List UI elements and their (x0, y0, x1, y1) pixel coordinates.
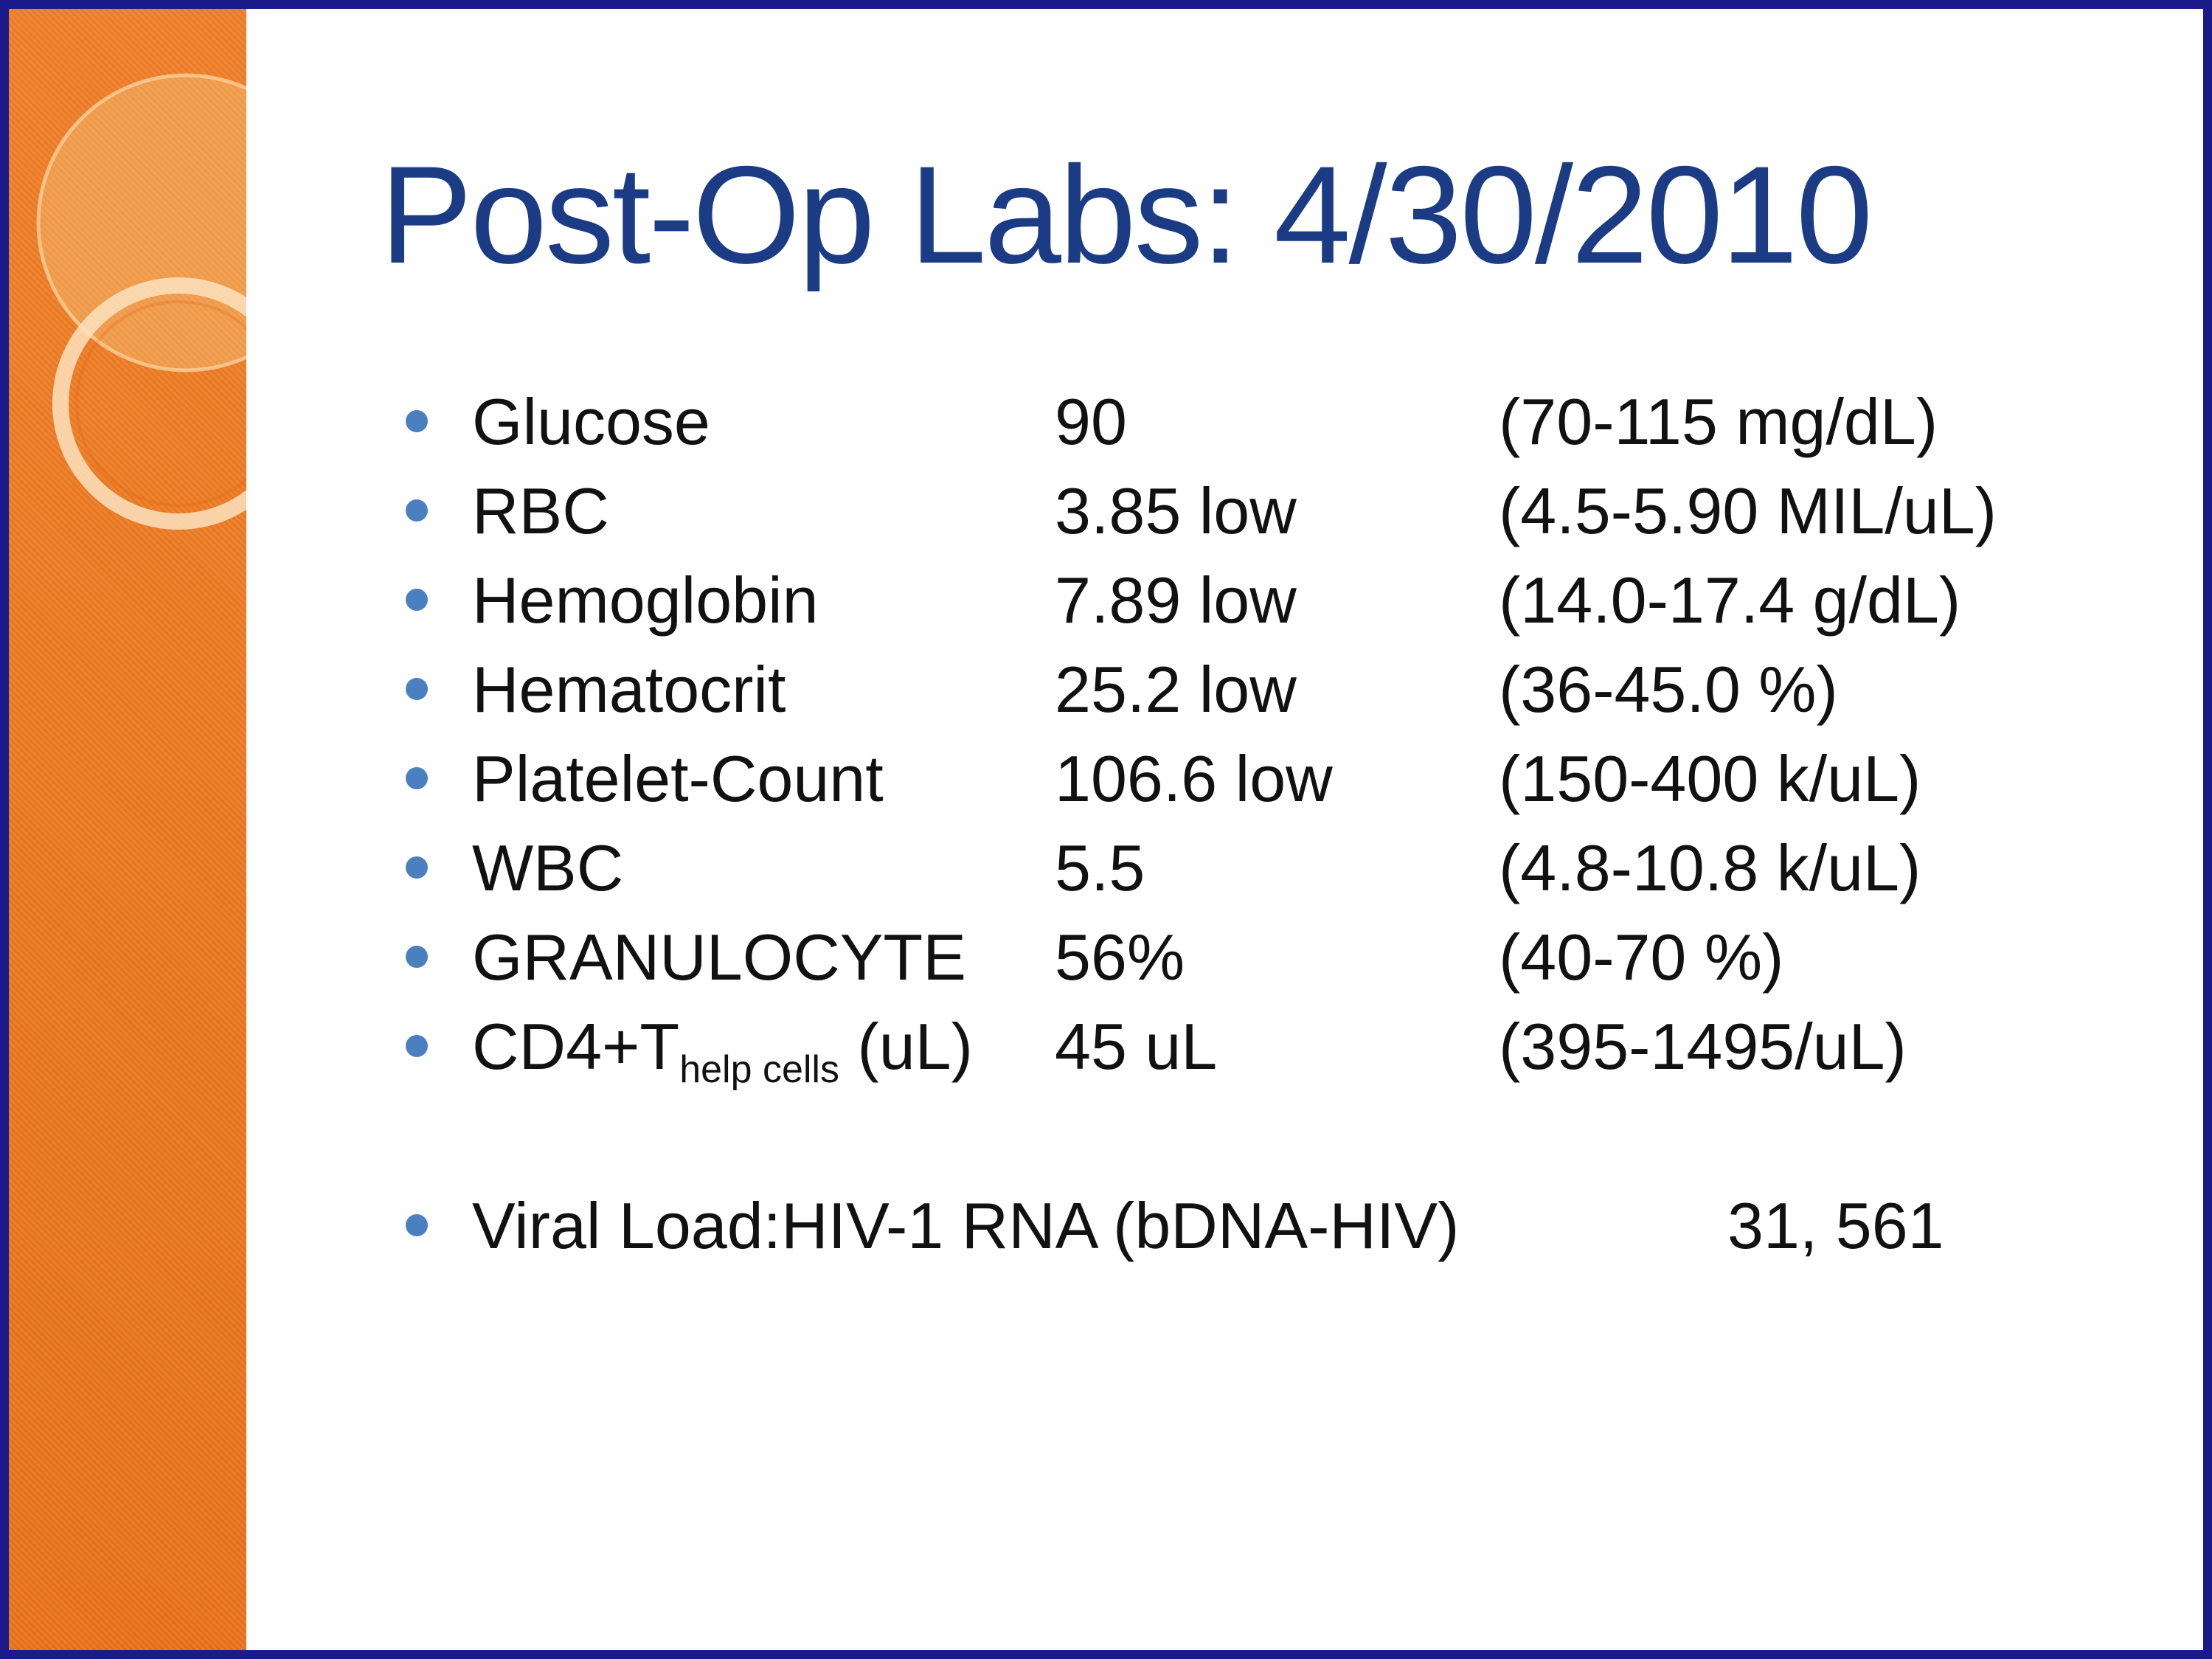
bullet-icon (406, 589, 428, 611)
bullet-icon (406, 410, 428, 432)
lab-value: 3.85 low (1055, 474, 1297, 547)
side-decoration-band (9, 9, 246, 1650)
lab-row-wbc: WBC 5.5 (4.8-10.8 k/uL) (400, 824, 2096, 912)
lab-row-cd4: CD4+Thelp cells (uL) 45 uL (395-1495/uL) (400, 1002, 2096, 1091)
lab-reference-range: (4.8-10.8 k/uL) (1499, 831, 1921, 904)
lab-row-glucose: Glucose 90 (70-115 mg/dL) (400, 378, 2096, 466)
lab-row-rbc: RBC 3.85 low (4.5-5.90 MIL/uL) (400, 467, 2096, 555)
lab-name: CD4+Thelp cells (uL) (472, 1002, 973, 1091)
lab-reference-range: (36-45.0 %) (1499, 653, 1838, 726)
lab-reference-range: (395-1495/uL) (1499, 1010, 1907, 1083)
lab-name: Platelet-Count (472, 742, 884, 815)
lab-value: 25.2 low (1055, 653, 1297, 726)
slide-title: Post-Op Labs: 4/30/2010 (380, 137, 1873, 292)
bullet-icon (406, 1214, 428, 1236)
lab-value: 106.6 low (1055, 742, 1333, 815)
bullet-icon (406, 499, 428, 522)
lab-value: 45 uL (1055, 1010, 1218, 1083)
lab-name: Hemoglobin (472, 564, 819, 637)
lab-name-suffix: (uL) (839, 1010, 973, 1083)
lab-value: 90 (1055, 385, 1127, 458)
viral-load-row: Viral Load:HIV-1 RNA (bDNA-HIV) 31, 561 (400, 1182, 2096, 1270)
bullet-icon (406, 1035, 428, 1057)
lab-name: GRANULOCYTE (472, 921, 966, 994)
lab-reference-range: (150-400 k/uL) (1499, 742, 1921, 815)
lab-reference-range: (70-115 mg/dL) (1499, 385, 1938, 458)
lab-row-platelet-count: Platelet-Count 106.6 low (150-400 k/uL) (400, 735, 2096, 823)
lab-reference-range: (14.0-17.4 g/dL) (1499, 564, 1961, 637)
viral-load-value: 31, 561 (1727, 1189, 1944, 1262)
bullet-icon (406, 767, 428, 789)
lab-name: Glucose (472, 385, 710, 458)
lab-reference-range: (40-70 %) (1499, 921, 1784, 994)
bullet-icon (406, 678, 428, 700)
lab-name-subscript: help cells (679, 1048, 839, 1091)
lab-value: 5.5 (1055, 831, 1145, 904)
bullet-icon (406, 856, 428, 879)
lab-name-main: CD4+T (472, 1010, 680, 1083)
lab-name: RBC (472, 474, 609, 547)
lab-row-hematocrit: Hematocrit 25.2 low (36-45.0 %) (400, 645, 2096, 734)
lab-name: WBC (472, 831, 624, 904)
decorative-rings-icon (36, 73, 246, 530)
lab-value: 7.89 low (1055, 564, 1297, 637)
lab-row-hemoglobin: Hemoglobin 7.89 low (14.0-17.4 g/dL) (400, 556, 2096, 645)
viral-load-label: Viral Load:HIV-1 RNA (bDNA-HIV) (472, 1189, 1460, 1262)
lab-value: 56% (1055, 921, 1185, 994)
bullet-icon (406, 946, 428, 968)
lab-row-granulocyte: GRANULOCYTE 56% (40-70 %) (400, 913, 2096, 1002)
lab-name: Hematocrit (472, 653, 786, 726)
lab-reference-range: (4.5-5.90 MIL/uL) (1499, 474, 1997, 547)
